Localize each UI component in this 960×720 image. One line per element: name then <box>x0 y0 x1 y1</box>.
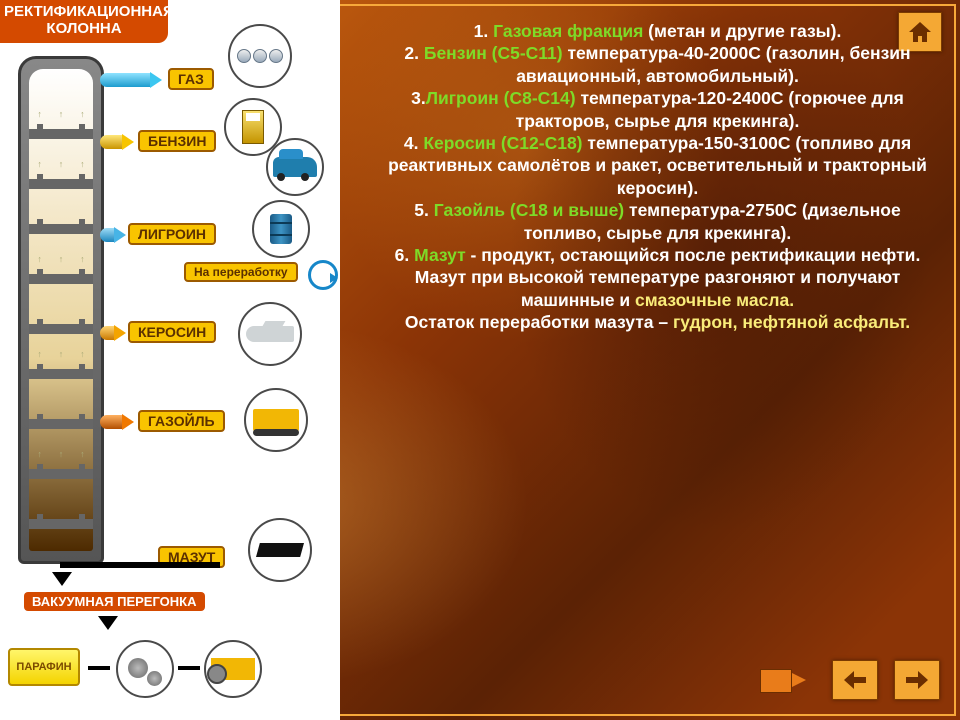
fraction-3: 3.Лигроин (С8-С14) температура-120-2400С… <box>385 87 930 132</box>
label-gasoil: ГАЗОЙЛЬ <box>138 410 225 432</box>
fraction-text: 1. Газовая фракция (метан и другие газы)… <box>385 20 930 333</box>
label-gas: ГАЗ <box>168 68 214 90</box>
pipe-ligroin <box>100 225 126 245</box>
fraction-2: 2. Бензин (С5-С11) температура-40-2000С … <box>385 42 930 87</box>
pipe-benzin <box>100 132 134 152</box>
bulldozer-icon <box>244 388 308 452</box>
car-icon <box>266 138 324 196</box>
hconnector-2 <box>178 666 200 670</box>
fraction-4: 4. Керосин (С12-С18) температура-150-310… <box>385 132 930 199</box>
gas-tanks-icon <box>228 24 292 88</box>
label-ligroin: ЛИГРОИН <box>128 223 216 245</box>
vacuum-arrow-down <box>52 572 72 586</box>
text-panel: 1. Газовая фракция (метан и другие газы)… <box>340 0 960 720</box>
fraction-5: 5. Газойль (С18 и выше) температура-2750… <box>385 199 930 244</box>
ship-icon <box>248 518 312 582</box>
paraffin-block: ПАРАФИН <box>8 648 80 686</box>
diagram-panel: РЕКТИФИКАЦИОННАЯ КОЛОННА ↑↑↑ ↑↑↑ ↑↑↑ ↑↑↑… <box>0 0 340 720</box>
vacuum-arrow-down-2 <box>98 616 118 630</box>
plane-icon <box>238 302 302 366</box>
diagram-title: РЕКТИФИКАЦИОННАЯ КОЛОННА <box>0 0 168 43</box>
tail-line-1: Мазут при высокой температуре разгоняют … <box>385 266 930 311</box>
label-benzin: БЕНЗИН <box>138 130 216 152</box>
distillation-column: ↑↑↑ ↑↑↑ ↑↑↑ ↑↑↑ ↑↑↑ <box>18 56 104 564</box>
mazut-pipe <box>60 562 220 568</box>
slide: РЕКТИФИКАЦИОННАЯ КОЛОННА ↑↑↑ ↑↑↑ ↑↑↑ ↑↑↑… <box>0 0 960 720</box>
pipe-kerosin <box>100 323 126 343</box>
fraction-1: 1. Газовая фракция (метан и другие газы)… <box>385 20 930 42</box>
label-kerosin: КЕРОСИН <box>128 321 216 343</box>
column-interior: ↑↑↑ ↑↑↑ ↑↑↑ ↑↑↑ ↑↑↑ <box>29 69 93 551</box>
fraction-6: 6. Мазут - продукт, остающийся после рек… <box>385 244 930 266</box>
pipe-gas <box>100 70 162 90</box>
gears-icon <box>116 640 174 698</box>
recycle-icon <box>308 260 338 290</box>
vacuum-label: ВАКУУМНАЯ ПЕРЕГОНКА <box>24 592 205 611</box>
label-recycle: На переработку <box>184 262 298 282</box>
barrel-icon <box>252 200 310 258</box>
pipe-gasoil <box>100 412 134 432</box>
tail-line-2: Остаток переработки мазута – гудрон, неф… <box>385 311 930 333</box>
hconnector-1 <box>88 666 110 670</box>
roller-icon <box>204 640 262 698</box>
